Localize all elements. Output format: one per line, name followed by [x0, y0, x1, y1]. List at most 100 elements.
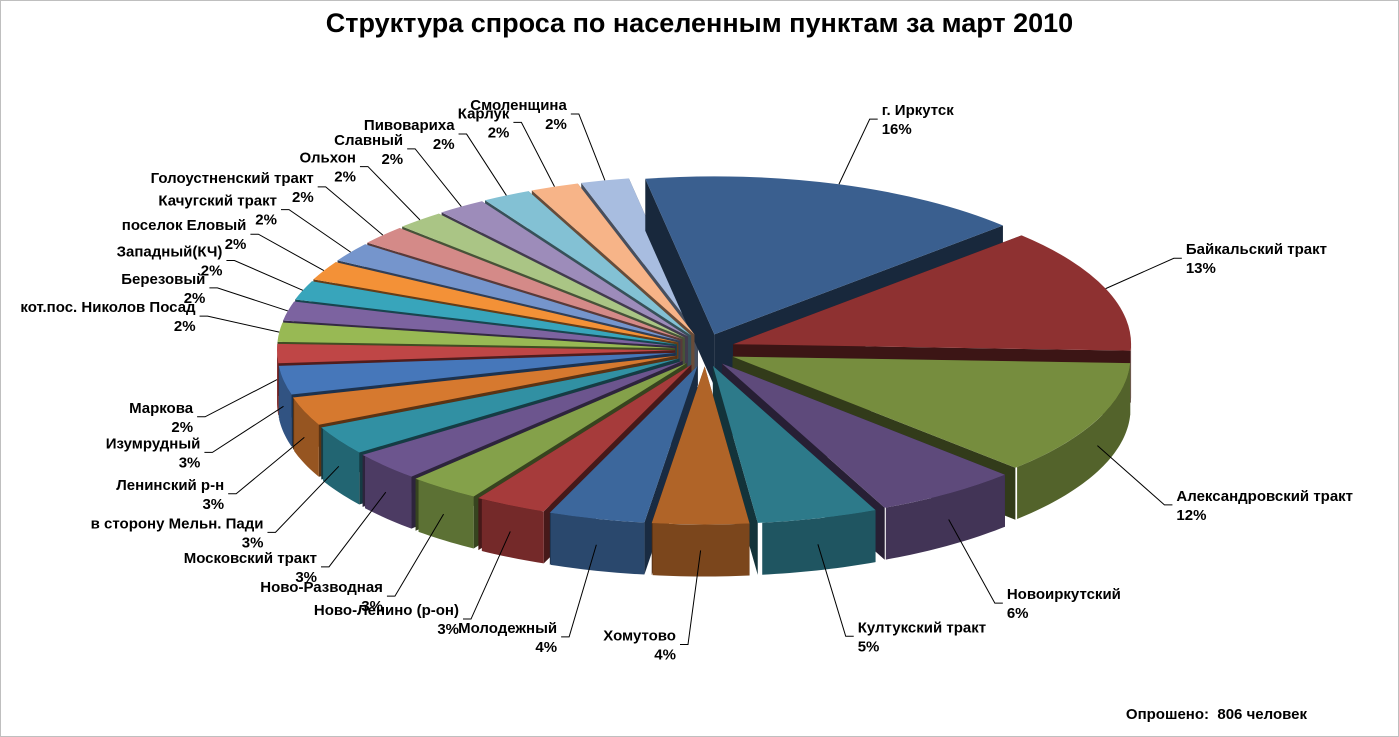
data-label-name: Западный(КЧ) — [117, 243, 223, 260]
data-label-percent: 2% — [184, 290, 206, 307]
pie-slice-5 — [712, 365, 876, 575]
leader-line — [817, 544, 854, 637]
data-label-percent: 3% — [242, 534, 264, 551]
data-label-percent: 3% — [179, 454, 201, 471]
pie-slice-top — [337, 244, 681, 341]
pie-slice-top — [415, 363, 687, 497]
leader-line — [463, 531, 511, 620]
leader-line — [838, 118, 878, 185]
pie-slice-top — [295, 281, 677, 345]
pie-slice-top — [321, 358, 680, 453]
pie-slice-side — [323, 428, 360, 505]
data-label-name: Молодежный — [458, 620, 557, 637]
pie-slice-top — [722, 363, 1005, 508]
pie-slice-side — [294, 399, 319, 477]
data-label-name: Ново-Разводная — [260, 579, 383, 596]
leader-line — [513, 121, 555, 187]
data-label: Новоиркутский 6% — [1007, 586, 1121, 622]
data-label: Култукский тракт 5% — [858, 619, 986, 655]
data-label-percent: 6% — [1007, 605, 1029, 622]
leader-line — [209, 287, 289, 312]
data-label: в сторону Мельн. Пади 3% — [91, 515, 264, 551]
leader-line — [321, 491, 387, 568]
data-label-percent: 2% — [381, 151, 403, 168]
pie-slice-top — [278, 352, 676, 395]
leader-line — [1097, 445, 1173, 506]
pie-slice-top — [712, 365, 876, 523]
leader-line — [250, 233, 325, 272]
pie-slice-side — [1017, 363, 1131, 520]
leader-line — [407, 148, 462, 207]
data-label-percent: 2% — [255, 212, 277, 229]
data-label-percent: 3% — [295, 569, 317, 586]
data-label-name: Ольхон — [300, 150, 356, 167]
data-label-name: Смоленщина — [470, 97, 567, 114]
data-label: кот.пос. Николов Посад 2% — [20, 299, 196, 335]
pie-slice-top — [277, 322, 676, 349]
slices-layer — [277, 176, 1132, 577]
data-label: Изумрудный 3% — [106, 435, 201, 471]
data-label: Ново-Ленино (р-он) 3% — [314, 602, 459, 638]
footnote: Опрошено: 806 человек — [1126, 706, 1307, 723]
data-label: Березовый 2% — [121, 271, 205, 307]
pie-slice-side — [365, 456, 412, 529]
pie-slice-top — [283, 301, 676, 347]
leader-line — [561, 544, 597, 638]
data-label-name: Изумрудный — [106, 435, 201, 452]
pie-slice-6 — [651, 366, 750, 577]
data-label-percent: 2% — [545, 116, 567, 133]
data-label-percent: 3% — [437, 621, 459, 638]
pie-slice-side — [652, 523, 750, 577]
data-label: Байкальский тракт 13% — [1186, 241, 1327, 277]
data-label-name: Карлук — [458, 105, 510, 122]
pie-slice-top — [581, 178, 698, 334]
pie-slice-wall — [645, 178, 715, 387]
data-label: Качугский тракт 2% — [158, 193, 277, 229]
leader-line — [386, 513, 445, 597]
data-label-percent: 2% — [334, 169, 356, 186]
data-label-percent: 4% — [535, 639, 557, 656]
pie-slice-top — [485, 191, 692, 336]
pie-slice-side — [277, 349, 279, 416]
data-label-name: Хомутово — [603, 627, 676, 644]
data-label-percent: 2% — [171, 419, 193, 436]
data-label-name: Голоустненский тракт — [151, 170, 314, 187]
pie-slice-top — [732, 356, 1131, 468]
pie-slice-top — [645, 176, 1003, 335]
data-label-percent: 5% — [858, 638, 880, 655]
pie-slice-top — [478, 364, 692, 512]
chart-title: Структура спроса по населенным пунктам з… — [325, 8, 1074, 38]
data-label-name: Ново-Ленино (р-он) — [314, 602, 459, 619]
data-label-name: Ленинский р-н — [116, 477, 224, 494]
data-label: Славный 2% — [334, 132, 403, 168]
data-label-name: г. Иркутск — [882, 102, 955, 119]
data-label: Ново-Разводная 3% — [260, 579, 383, 615]
data-label-percent: 3% — [361, 598, 383, 615]
pie-slice-top — [733, 235, 1132, 351]
data-label-name: Московский тракт — [184, 550, 317, 567]
pie-slice-top — [313, 262, 679, 343]
data-label: Западный(КЧ) 2% — [117, 243, 223, 279]
data-label: Молодежный 4% — [458, 620, 557, 656]
pie-slice-top — [293, 355, 677, 425]
data-label: Александровский тракт 12% — [1176, 488, 1353, 524]
data-label-name: Пивовариха — [364, 117, 455, 134]
data-label-percent: 12% — [1176, 507, 1206, 524]
pie-slice-side — [885, 474, 1005, 560]
footnote-unit: человек — [1246, 706, 1307, 723]
leader-line — [199, 315, 280, 333]
leader-lines-layer — [197, 113, 1182, 645]
data-label-name: Маркова — [129, 400, 194, 417]
leader-line — [317, 186, 384, 236]
data-label-name: Березовый — [121, 271, 205, 288]
pie-slice-top — [651, 366, 750, 525]
leader-line — [458, 133, 507, 196]
data-label-percent: 4% — [654, 646, 676, 663]
pie-slice-side — [481, 499, 544, 564]
data-label-name: в сторону Мельн. Пади — [91, 515, 264, 532]
data-label-name: Александровский тракт — [1176, 488, 1353, 505]
data-label: Смоленщина 2% — [470, 97, 567, 133]
leader-line — [1105, 257, 1182, 290]
pie-slice-top — [441, 201, 688, 337]
